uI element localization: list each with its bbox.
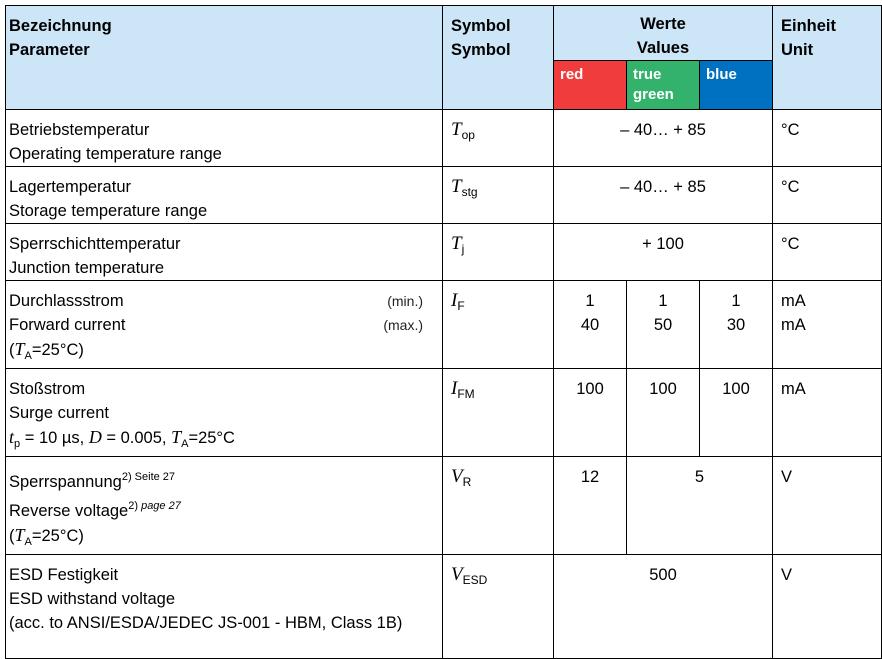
param-de: Sperrschichttemperatur <box>9 235 181 253</box>
unit-cell: °C <box>772 166 882 224</box>
unit-cell: °C <box>772 223 882 281</box>
param-cell: Durchlassstrom (min.) Forward current (max… <box>5 280 443 369</box>
value-cell-red: 1 40 <box>553 280 627 369</box>
param-en: Forward current (max.) <box>9 313 439 337</box>
param-en: Storage temperature range <box>9 202 208 220</box>
param-de: Sperrspannung2) Seite 27 <box>9 471 176 491</box>
unit-cell: V <box>772 554 882 659</box>
param-de: ESD Festigkeit <box>9 566 119 584</box>
color-red-label: red <box>560 66 584 83</box>
param-cell: Sperrspannung2) Seite 27 Reverse voltage… <box>5 456 443 555</box>
value-cell: + 100 <box>553 223 773 281</box>
param-de: Durchlassstrom (min.) <box>9 289 439 313</box>
param-note: (acc. to ANSI/ESDA/JEDEC JS-001 - HBM, C… <box>9 614 403 632</box>
header-values-en: Values <box>636 39 690 57</box>
color-red-cell: red <box>553 60 627 110</box>
param-condition: tp = 10 µs, D = 0.005, TA=25°C <box>9 427 235 450</box>
symbol-cell: Top <box>442 109 554 167</box>
table-row: Durchlassstrom (min.) Forward current (max… <box>5 280 882 369</box>
value-cell-red: 12 <box>553 456 627 555</box>
symbol-cell: VR <box>442 456 554 555</box>
header-unit: Einheit Unit <box>772 5 882 110</box>
value-cell-blue: 1 30 <box>699 280 773 369</box>
param-cell: ESD Festigkeit ESD withstand voltage (ac… <box>5 554 443 659</box>
symbol-cell: VESD <box>442 554 554 659</box>
param-condition: (TA=25°C) <box>9 525 84 548</box>
value-cell: – 40… + 85 <box>553 166 773 224</box>
value-cell-green: 100 <box>626 368 700 457</box>
symbol-cell: IF <box>442 280 554 369</box>
header-unit-en: Unit <box>781 41 814 59</box>
color-green-label: true green <box>633 66 674 103</box>
unit-cell: °C <box>772 109 882 167</box>
table-row: Lagertemperatur Storage temperature rang… <box>5 166 882 224</box>
min-label: (min.) <box>387 293 423 309</box>
param-condition: (TA=25°C) <box>9 339 84 362</box>
header-symbol-de: Symbol <box>451 17 511 35</box>
table-row: Betriebstemperatur Operating temperature… <box>5 109 882 167</box>
symbol-cell: Tstg <box>442 166 554 224</box>
value-cell-green: 1 50 <box>626 280 700 369</box>
unit-cell: V <box>772 456 882 555</box>
unit-cell: mA mA <box>772 280 882 369</box>
header-values: Werte Values <box>553 5 773 61</box>
unit-cell: mA <box>772 368 882 457</box>
header-parameter-de: Bezeichnung <box>9 17 112 35</box>
table-row: Sperrschichttemperatur Junction temperat… <box>5 223 882 281</box>
color-green-cell: true green <box>626 60 700 110</box>
param-en: Junction temperature <box>9 259 165 277</box>
param-de: Stoßstrom <box>9 380 86 398</box>
param-en: Surge current <box>9 404 109 422</box>
value-cell-blue: 100 <box>699 368 773 457</box>
param-en: ESD withstand voltage <box>9 590 176 608</box>
param-cell: Stoßstrom Surge current tp = 10 µs, D = … <box>5 368 443 457</box>
param-en: Operating temperature range <box>9 145 222 163</box>
symbol-cell: IFM <box>442 368 554 457</box>
header-parameter-en: Parameter <box>9 41 90 59</box>
symbol-cell: Tj <box>442 223 554 281</box>
value-cell-green-blue: 5 <box>626 456 773 555</box>
header-values-de: Werte <box>640 15 686 33</box>
value-cell: – 40… + 85 <box>553 109 773 167</box>
param-cell: Lagertemperatur Storage temperature rang… <box>5 166 443 224</box>
param-de: Lagertemperatur <box>9 178 131 196</box>
header-symbol: Symbol Symbol <box>442 5 554 110</box>
value-cell-red: 100 <box>553 368 627 457</box>
param-cell: Betriebstemperatur Operating temperature… <box>5 109 443 167</box>
param-en: Reverse voltage2) page 27 <box>9 500 181 520</box>
header-parameter: Bezeichnung Parameter <box>5 5 443 110</box>
footnote-ref: 2) Seite 27 <box>121 471 176 483</box>
ratings-table: Bezeichnung Parameter Symbol Symbol Wert… <box>5 5 882 659</box>
value-cell: 500 <box>553 554 773 659</box>
header-symbol-en: Symbol <box>451 41 511 59</box>
param-de: Betriebstemperatur <box>9 121 150 139</box>
param-cell: Sperrschichttemperatur Junction temperat… <box>5 223 443 281</box>
table-row: Sperrspannung2) Seite 27 Reverse voltage… <box>5 456 882 555</box>
table-row: Stoßstrom Surge current tp = 10 µs, D = … <box>5 368 882 457</box>
color-blue-cell: blue <box>699 60 773 110</box>
table-row: ESD Festigkeit ESD withstand voltage (ac… <box>5 554 882 659</box>
max-label: (max.) <box>383 317 423 333</box>
color-blue-label: blue <box>706 66 737 83</box>
header-unit-de: Einheit <box>781 17 837 35</box>
